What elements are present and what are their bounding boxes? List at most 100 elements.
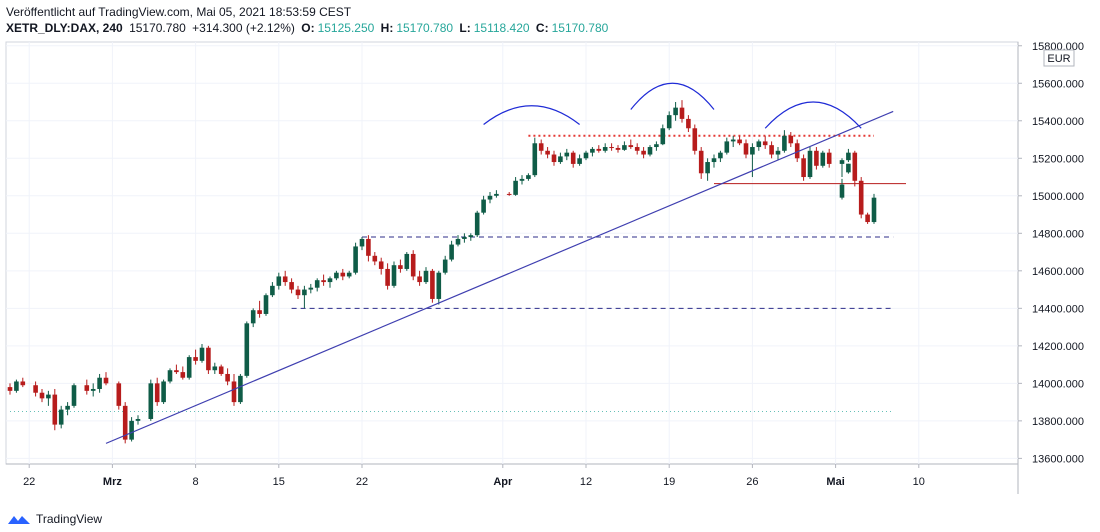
ohlc-line: XETR_DLY:DAX, 240 15170.780 +314.300 (+2… (6, 20, 611, 36)
candle-body (775, 150, 781, 155)
y-tick-label: 14600.000 (1032, 266, 1084, 278)
candle-body (353, 246, 358, 273)
candle-body (154, 383, 160, 403)
y-tick-label: 15600.000 (1032, 78, 1084, 90)
candle-body (468, 235, 474, 238)
candle-body (282, 276, 288, 283)
candle-body (577, 158, 582, 164)
y-tick-label: 15400.000 (1032, 116, 1084, 128)
candle-body (538, 143, 544, 151)
candle-body (807, 150, 813, 178)
candle-body (410, 253, 416, 277)
candle-body (161, 381, 166, 403)
candle-body (302, 289, 307, 296)
candle-body (180, 372, 186, 378)
price-axis[interactable]: 13600.000 13800.000 14000.000 14200.000 1440… (6, 41, 1084, 466)
currency-badge: EUR (1043, 49, 1075, 67)
candle-body (481, 199, 486, 213)
candle-body (705, 162, 710, 174)
candle-body (231, 381, 237, 403)
candle-body (558, 156, 563, 163)
candle-body (122, 405, 128, 440)
candle-body (129, 420, 134, 440)
candle-body (814, 150, 819, 166)
symbol-label[interactable]: XETR_DLY:DAX, 240 (6, 21, 123, 35)
candle-body (334, 272, 339, 279)
candle-body (711, 158, 717, 163)
candle-body (622, 145, 627, 150)
candle-body (634, 147, 640, 151)
x-tick-label: Mrz (103, 476, 122, 488)
candle-body (641, 150, 646, 155)
y-tick-label: 15000.000 (1032, 191, 1084, 203)
candle-body (7, 387, 13, 391)
candle-body (52, 394, 58, 425)
candle-body (218, 366, 224, 374)
candle-body (852, 152, 858, 181)
x-tick-label: 8 (193, 476, 199, 488)
candle-body (321, 280, 326, 283)
candle-body (769, 145, 774, 155)
candle-body (673, 107, 678, 116)
candle-body (506, 193, 512, 195)
candle-body (455, 238, 461, 245)
y-tick-label: 13800.000 (1032, 416, 1084, 428)
last-price: 15170.780 (129, 21, 186, 35)
change-value: +314.300 (+2.12%) (192, 21, 295, 35)
candle-body (494, 193, 499, 196)
brand-label: TradingView (36, 512, 103, 526)
candle-body (628, 145, 634, 148)
candle-body (372, 255, 378, 262)
candle-body (551, 154, 557, 163)
candle-body (750, 147, 755, 155)
candle-body (564, 152, 570, 157)
candle-body (826, 152, 832, 164)
candle-body (238, 375, 243, 403)
candle-body (174, 370, 179, 373)
candle-body (186, 357, 192, 378)
x-tick-label: 15 (273, 476, 285, 488)
candle-body (865, 214, 870, 223)
high-value: 15170.780 (396, 21, 454, 35)
x-tick-label: 26 (746, 476, 758, 488)
close-label: C: (535, 21, 549, 35)
candle-body (404, 253, 410, 269)
candle-body (244, 323, 250, 376)
candle-body (71, 385, 77, 406)
x-tick-label: Mai (826, 476, 844, 488)
candle-body (820, 152, 826, 166)
candle-body (199, 347, 205, 361)
candle-body (340, 272, 346, 277)
candle-body (378, 261, 384, 269)
candle-body (193, 357, 198, 361)
candle-body (846, 163, 851, 173)
candle-body (308, 287, 314, 290)
x-tick-label: Apr (493, 476, 513, 488)
y-tick-label: 14800.000 (1032, 228, 1084, 240)
chart-header: Veröffentlicht auf TradingView.com, Mai … (6, 4, 611, 36)
candle-body (250, 310, 256, 324)
open-label: O: (301, 21, 315, 35)
candle-body (609, 147, 614, 149)
candle-body (654, 144, 659, 148)
candle-body (442, 259, 448, 273)
candle-body (596, 148, 602, 151)
candle-body (762, 141, 768, 146)
x-tick-label: 10 (913, 476, 925, 488)
candle-body (839, 184, 845, 198)
x-tick-label: 19 (663, 476, 675, 488)
candle-body (730, 139, 736, 142)
close-value: 15170.780 (551, 21, 609, 35)
candle-body (801, 158, 806, 178)
x-tick-label: 22 (356, 476, 368, 488)
currency-badge-box (1043, 49, 1075, 67)
candle-body (346, 272, 352, 277)
candle-body (148, 383, 154, 419)
published-line: Veröffentlicht auf TradingView.com, Mai … (6, 4, 611, 20)
candle-body (590, 148, 595, 153)
candle-body (724, 141, 730, 153)
candle-body (782, 135, 787, 151)
footer: TradingView (6, 512, 102, 526)
candle-body (257, 310, 262, 314)
